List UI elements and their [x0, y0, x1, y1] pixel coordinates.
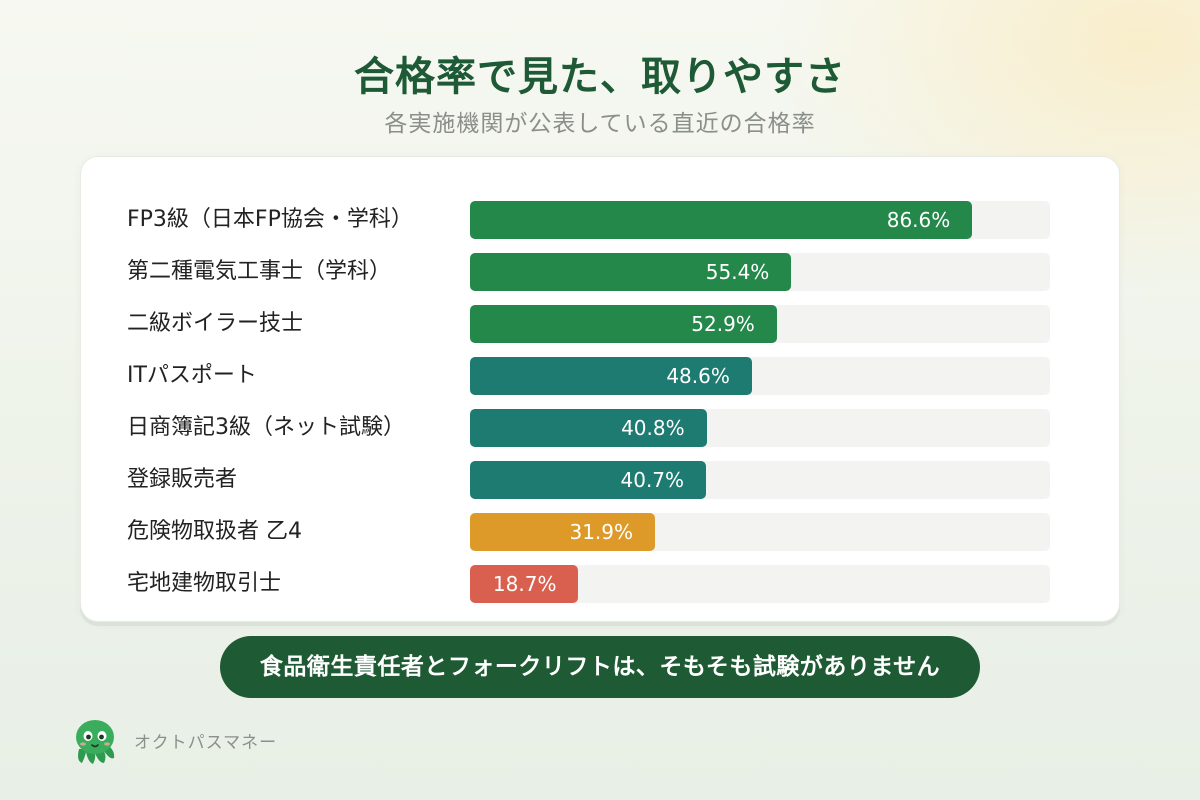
bar-value-label: 55.4% [705, 260, 770, 284]
page-subtitle: 各実施機関が公表している直近の合格率 [384, 111, 816, 137]
bar-track: 31.9% [470, 513, 1050, 551]
bar-track: 48.6% [470, 357, 1050, 395]
bar-row: 宅地建物取引士 18.7% [81, 565, 1121, 603]
bar: 52.9% [470, 305, 777, 343]
bar: 48.6% [470, 357, 752, 395]
bar-track: 86.6% [470, 201, 1050, 239]
bar-value-label: 40.8% [621, 416, 685, 440]
bar-track: 18.7% [470, 565, 1050, 603]
page-title: 合格率で見た、取りやすさ [354, 54, 846, 100]
bar: 18.7% [470, 565, 579, 603]
bar: 40.7% [470, 461, 707, 499]
category-label: 登録販売者 [127, 467, 238, 492]
bar-row: 第二種電気工事士（学科） 55.4% [81, 253, 1121, 291]
category-label: 二級ボイラー技士 [127, 311, 304, 336]
chart-card: FP3級（日本FP協会・学科） 86.6% 第二種電気工事士（学科） 55.4% 二級ボ… [80, 156, 1120, 622]
footnote-banner: 食品衛生責任者とフォークリフトは、そもそも試験がありません [220, 636, 980, 698]
bar-row: 危険物取扱者 乙4 31.9% [81, 513, 1121, 551]
bar-row: 日商簿記3級（ネット試験） 40.8% [81, 409, 1121, 447]
category-label: 日商簿記3級（ネット試験） [127, 415, 405, 440]
bar-row: FP3級（日本FP協会・学科） 86.6% [81, 201, 1121, 239]
octopus-mascot-icon [76, 720, 115, 764]
bar-value-label: 31.9% [569, 520, 634, 544]
bar-row: 登録販売者 40.7% [81, 461, 1121, 499]
bar-value-label: 48.6% [666, 364, 730, 388]
category-label: 宅地建物取引士 [127, 571, 282, 596]
bar-track: 52.9% [470, 305, 1050, 343]
bar-value-label: 40.7% [620, 468, 685, 492]
bar-row: ITパスポート 48.6% [81, 357, 1121, 395]
bar-track: 40.7% [470, 461, 1050, 499]
bar: 86.6% [470, 201, 973, 239]
category-label: 第二種電気工事士（学科） [127, 259, 392, 284]
bar: 55.4% [470, 253, 792, 291]
category-label: ITパスポート [127, 363, 257, 388]
bar-row: 二級ボイラー技士 52.9% [81, 305, 1121, 343]
bar-track: 55.4% [470, 253, 1050, 291]
category-label: 危険物取扱者 乙4 [127, 519, 302, 544]
bar-value-label: 18.7% [492, 572, 557, 596]
bar-track: 40.8% [470, 409, 1050, 447]
bar-value-label: 86.6% [886, 208, 951, 232]
brand-name: オクトパスマネー [134, 733, 278, 753]
category-label: FP3級（日本FP協会・学科） [127, 207, 413, 232]
bar: 40.8% [470, 409, 707, 447]
bar: 31.9% [470, 513, 656, 551]
bar-value-label: 52.9% [691, 312, 755, 336]
